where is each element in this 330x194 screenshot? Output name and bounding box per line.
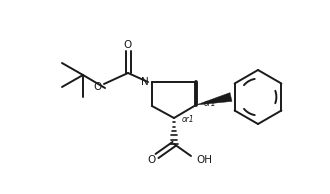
Text: O: O <box>93 82 101 92</box>
Text: O: O <box>124 40 132 50</box>
Text: N: N <box>141 77 149 87</box>
Text: OH: OH <box>196 155 212 165</box>
Text: O: O <box>147 155 155 165</box>
Polygon shape <box>196 93 232 105</box>
Text: or1: or1 <box>204 99 216 107</box>
Text: or1: or1 <box>182 114 195 124</box>
